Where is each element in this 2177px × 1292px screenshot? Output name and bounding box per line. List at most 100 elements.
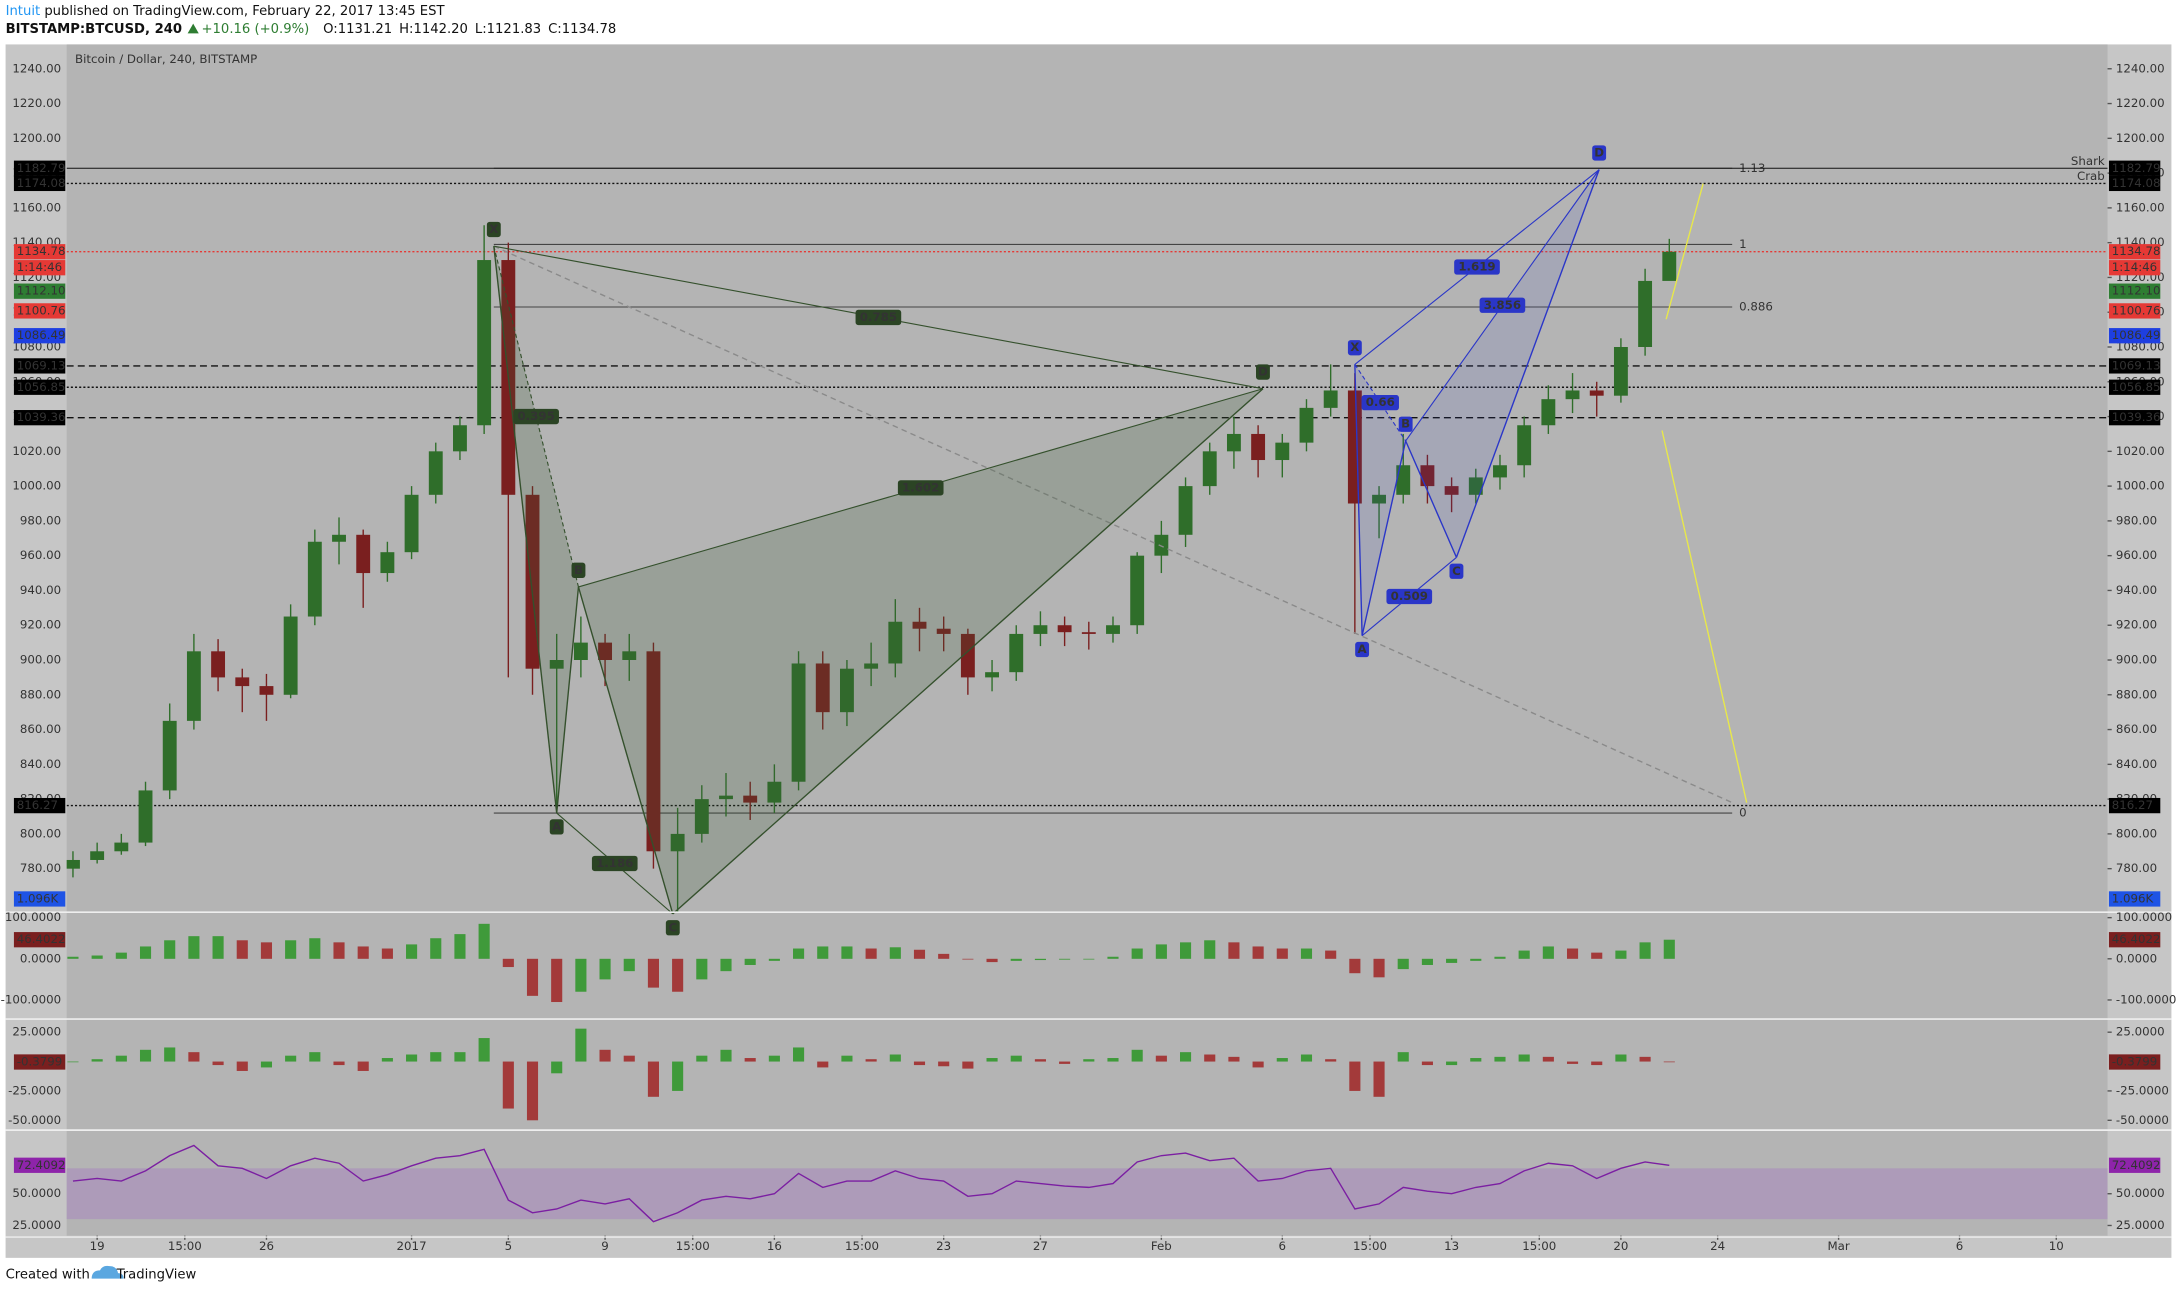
histogram-bar xyxy=(333,942,345,959)
price-marker-box xyxy=(13,410,66,426)
histogram-bar xyxy=(1373,1061,1385,1097)
histogram-bar xyxy=(1252,1061,1264,1068)
x-tick-label: Feb xyxy=(1151,1239,1172,1253)
y-tick-label-left: -100.0000 xyxy=(1,992,62,1006)
histogram-bar xyxy=(1349,958,1361,974)
pattern-leg xyxy=(1455,169,1600,558)
histogram-bar xyxy=(1276,1058,1288,1062)
candle-body xyxy=(259,686,274,695)
price-marker-box xyxy=(2108,303,2161,319)
histogram-bar xyxy=(744,1058,756,1062)
histogram-bar xyxy=(285,940,297,959)
price-marker-box xyxy=(13,160,66,176)
countdown: 1:14:46 xyxy=(17,260,62,274)
candle-body xyxy=(1009,633,1024,673)
y-tick-label-left: 25.0000 xyxy=(12,1218,61,1232)
histogram-bar xyxy=(1276,948,1288,959)
pattern-point-label: D xyxy=(1258,365,1268,379)
candle-body xyxy=(791,663,806,782)
pattern-point-label: X xyxy=(489,222,498,236)
candle-body xyxy=(1081,632,1096,634)
histogram-bar xyxy=(1204,1054,1216,1062)
indicator-marker-label: -0.3799 xyxy=(17,1055,63,1069)
histogram-bar xyxy=(1252,946,1264,959)
fib-label: 0 xyxy=(1739,806,1747,820)
histogram-bar xyxy=(962,958,974,960)
candle-body xyxy=(1662,251,1677,281)
chart-title: Bitcoin / Dollar, 240, BITSTAMP xyxy=(75,52,257,66)
y-tick-label: 25.0000 xyxy=(2116,1025,2165,1039)
pattern-leg xyxy=(556,586,580,814)
y-tick-label-left: 920.00 xyxy=(20,618,61,632)
y-tick-label-left: 1200.00 xyxy=(12,131,61,145)
y-tick-label-left: 860.00 xyxy=(20,722,61,736)
histogram-bar xyxy=(1615,1054,1627,1062)
price-marker-box xyxy=(13,283,66,299)
price-marker-label: 1069.13 xyxy=(2112,358,2161,372)
candle-body xyxy=(767,781,782,803)
price-marker-label: 1174.08 xyxy=(17,176,66,190)
y-tick-label-left: 100.0000 xyxy=(5,910,61,924)
histogram-bar xyxy=(986,1058,998,1062)
candle-body xyxy=(694,799,709,834)
y-tick-label: 860.00 xyxy=(2116,722,2157,736)
x-tick-label: 27 xyxy=(1033,1239,1048,1253)
ratio-box xyxy=(1361,395,1399,411)
pattern-point-box xyxy=(1449,563,1464,579)
symbol-line: BITSTAMP:BTCUSD, 240 +10.16 (+0.9%) xyxy=(6,22,310,37)
candle-body xyxy=(90,851,105,860)
y-tick-label-left: 840.00 xyxy=(20,757,61,771)
fib-label: 1 xyxy=(1739,237,1747,251)
x-tick-label: 20 xyxy=(1613,1239,1628,1253)
histogram-bar xyxy=(1034,1059,1046,1062)
ratio-label: 0.785 xyxy=(860,310,897,324)
histogram-bar xyxy=(502,958,514,968)
y-tick-label: 980.00 xyxy=(2116,513,2157,527)
candle-body xyxy=(1226,433,1241,452)
histogram-bar xyxy=(551,1061,563,1074)
histogram-bar xyxy=(91,1059,103,1062)
candle-body xyxy=(404,494,419,553)
x-tick-label: 2017 xyxy=(397,1239,427,1253)
histogram-bar xyxy=(1300,1054,1313,1062)
ratio-box xyxy=(1454,259,1500,275)
change: +10.16 (+0.9%) xyxy=(202,22,310,37)
candle-body xyxy=(1130,555,1145,626)
y-tick-label-left: -50.0000 xyxy=(8,1113,61,1127)
histogram-bar xyxy=(672,1061,684,1091)
histogram-bar xyxy=(357,1061,369,1071)
y-tick-label-left: 780.00 xyxy=(20,861,61,875)
y-tick-label: 900.00 xyxy=(2116,653,2157,667)
histogram-bar xyxy=(1373,958,1385,978)
y-tick-label: 1200.00 xyxy=(2116,131,2165,145)
price-marker-label: 1086.49 xyxy=(17,328,66,342)
candle-body xyxy=(1541,399,1556,426)
y-tick-label: 1020.00 xyxy=(2116,444,2165,458)
indicator-marker-label: 72.4092 xyxy=(2112,1158,2161,1172)
histogram-bar xyxy=(260,1061,273,1068)
histogram-bar xyxy=(1542,946,1554,959)
brand-logo xyxy=(91,1265,124,1279)
candle-body xyxy=(1106,625,1120,634)
y-tick-label: 1240.00 xyxy=(2116,61,2165,75)
y-tick-label: -100.0000 xyxy=(2116,992,2177,1006)
histogram-bar xyxy=(938,1061,950,1067)
candle-body xyxy=(888,621,903,664)
candle-body xyxy=(1565,390,1580,400)
histogram-bar xyxy=(986,958,998,963)
histogram-bar xyxy=(1615,950,1627,959)
price-marker-label: 1039.36 xyxy=(2112,410,2161,424)
histogram-bar xyxy=(817,946,829,959)
histogram-bar xyxy=(575,958,587,992)
pattern-point-box xyxy=(486,221,501,238)
histogram-bar xyxy=(1446,958,1458,963)
change-arrow xyxy=(187,23,199,34)
x-tick-label: 9 xyxy=(601,1239,609,1253)
price-marker-box xyxy=(13,328,66,344)
candle-body xyxy=(332,534,346,542)
histogram-bar xyxy=(599,1049,611,1062)
price-marker-label: 1039.36 xyxy=(17,410,66,424)
candle-body xyxy=(1154,534,1169,556)
histogram-bar xyxy=(793,948,805,959)
